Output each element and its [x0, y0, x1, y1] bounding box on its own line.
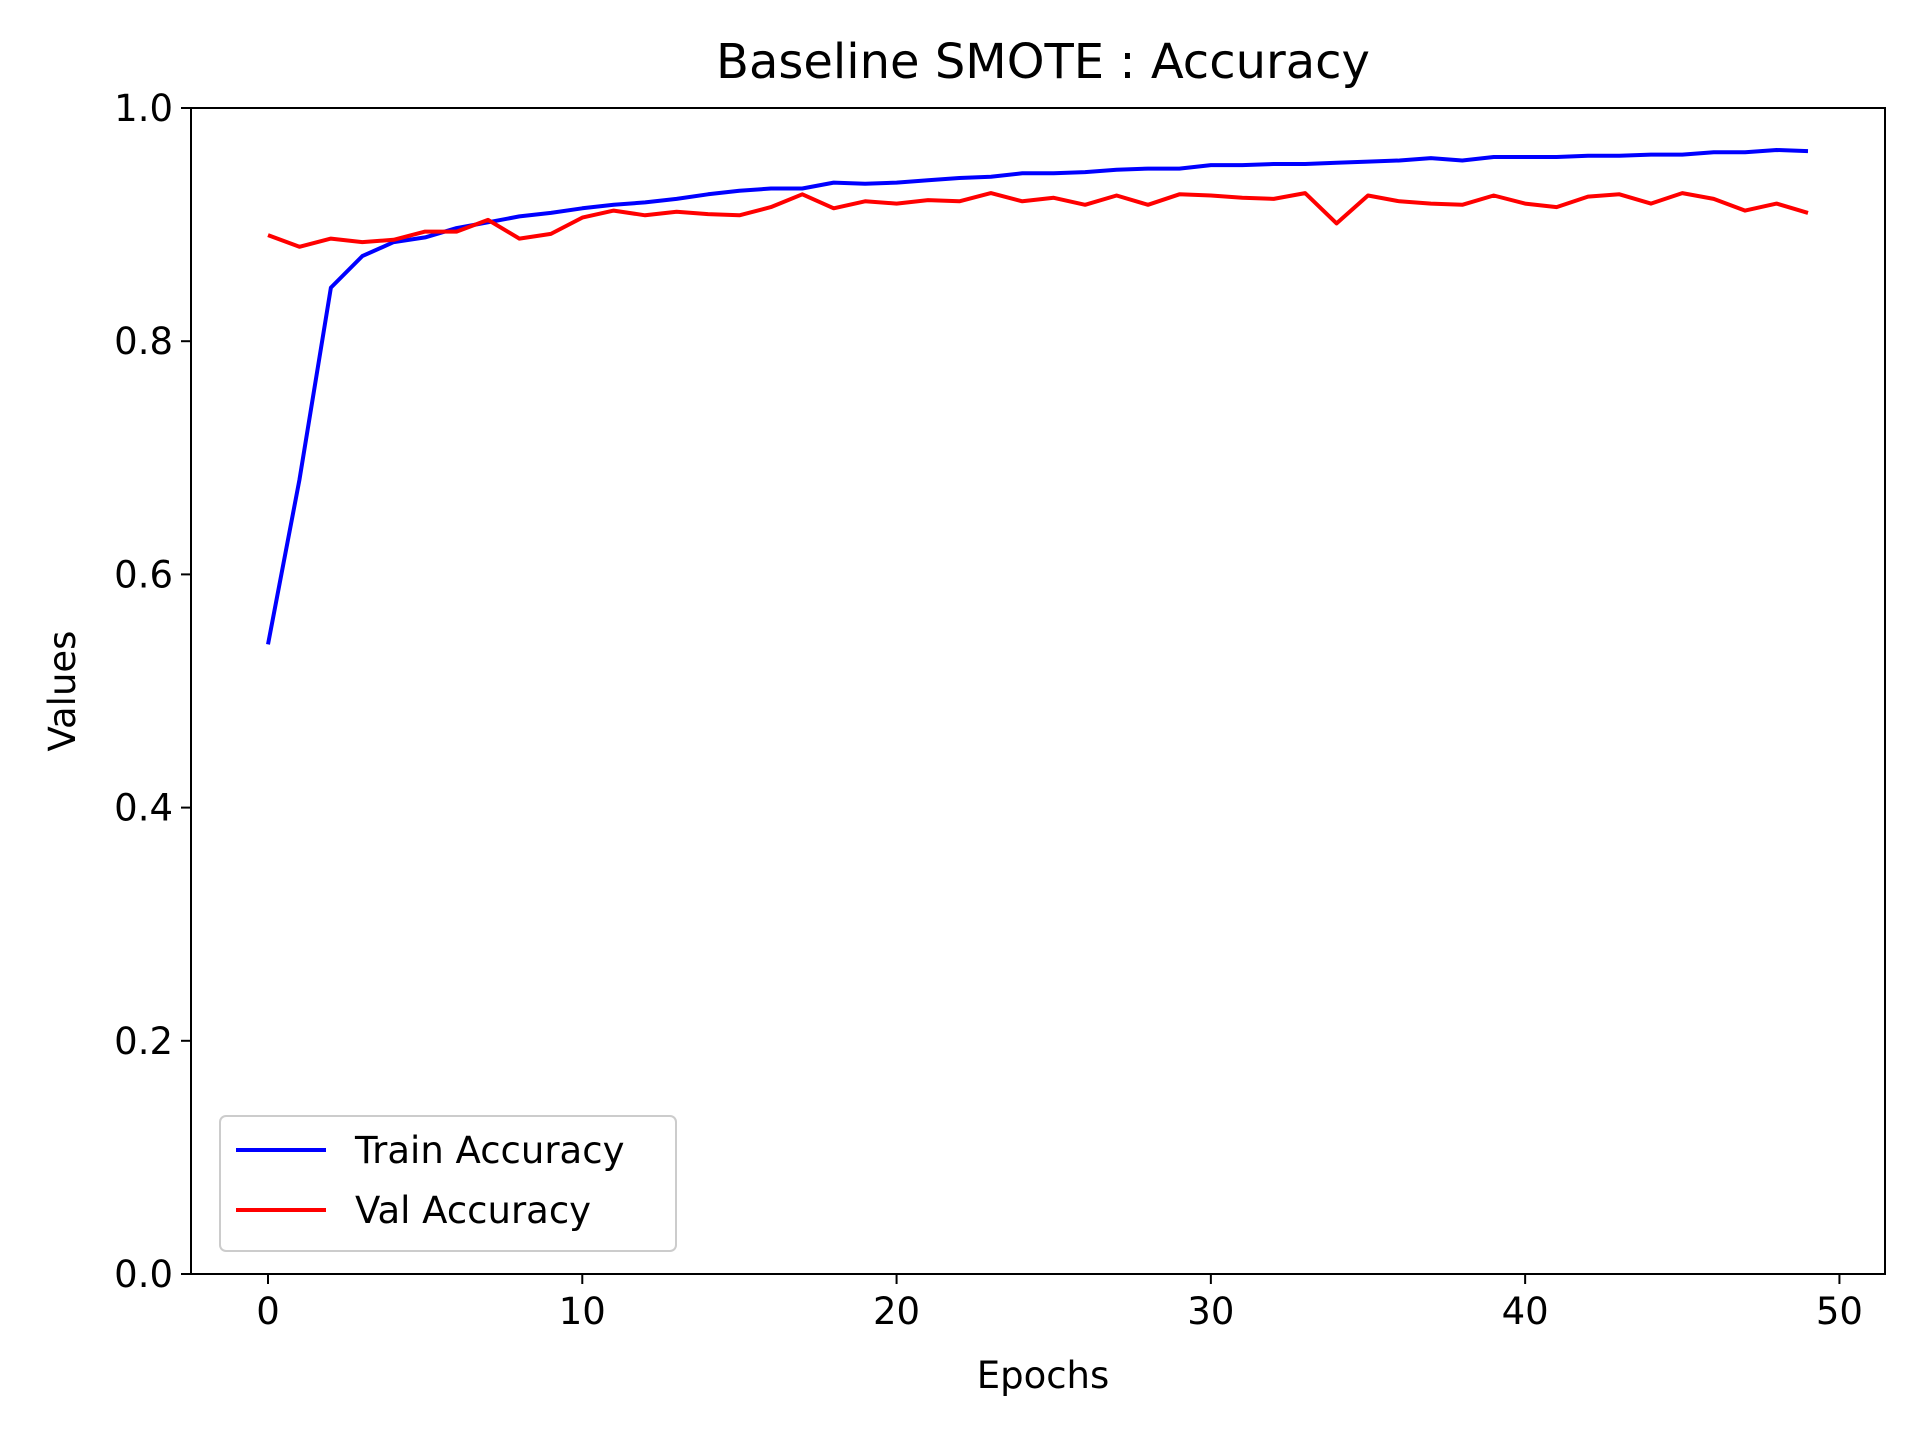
- y-tick-label: 0.4: [114, 787, 173, 830]
- y-tick-label: 1.0: [114, 87, 173, 130]
- x-tick-label: 10: [559, 1290, 606, 1333]
- x-tick-label: 0: [256, 1290, 280, 1333]
- x-axis-label: Epochs: [977, 1354, 1110, 1397]
- legend-label-train: Train Accuracy: [354, 1129, 624, 1172]
- x-axis: 0 10 20 30 40 50: [256, 1274, 1863, 1333]
- y-tick-label: 0.8: [114, 320, 173, 363]
- x-tick-label: 20: [873, 1290, 920, 1333]
- plot-area: [266, 148, 1809, 645]
- y-tick-label: 0.6: [114, 553, 173, 596]
- series-line-val-accuracy: [267, 191, 1809, 249]
- x-tick-label: 50: [1816, 1290, 1863, 1333]
- legend-label-val: Val Accuracy: [355, 1189, 591, 1232]
- y-axis-label: Values: [41, 631, 84, 752]
- axes-frame: [190, 107, 1886, 1275]
- legend-box: [219, 1115, 677, 1252]
- y-tick-label: 0.0: [114, 1253, 173, 1296]
- chart-title: Baseline SMOTE : Accuracy: [716, 34, 1370, 90]
- legend: Train Accuracy Val Accuracy: [219, 1115, 677, 1252]
- y-axis: 0.0 0.2 0.4 0.6 0.8 1.0: [114, 87, 191, 1296]
- x-tick-label: 40: [1502, 1290, 1549, 1333]
- x-tick-label: 30: [1187, 1290, 1234, 1333]
- series-line-train-accuracy: [266, 148, 1809, 645]
- y-tick-label: 0.2: [114, 1020, 173, 1063]
